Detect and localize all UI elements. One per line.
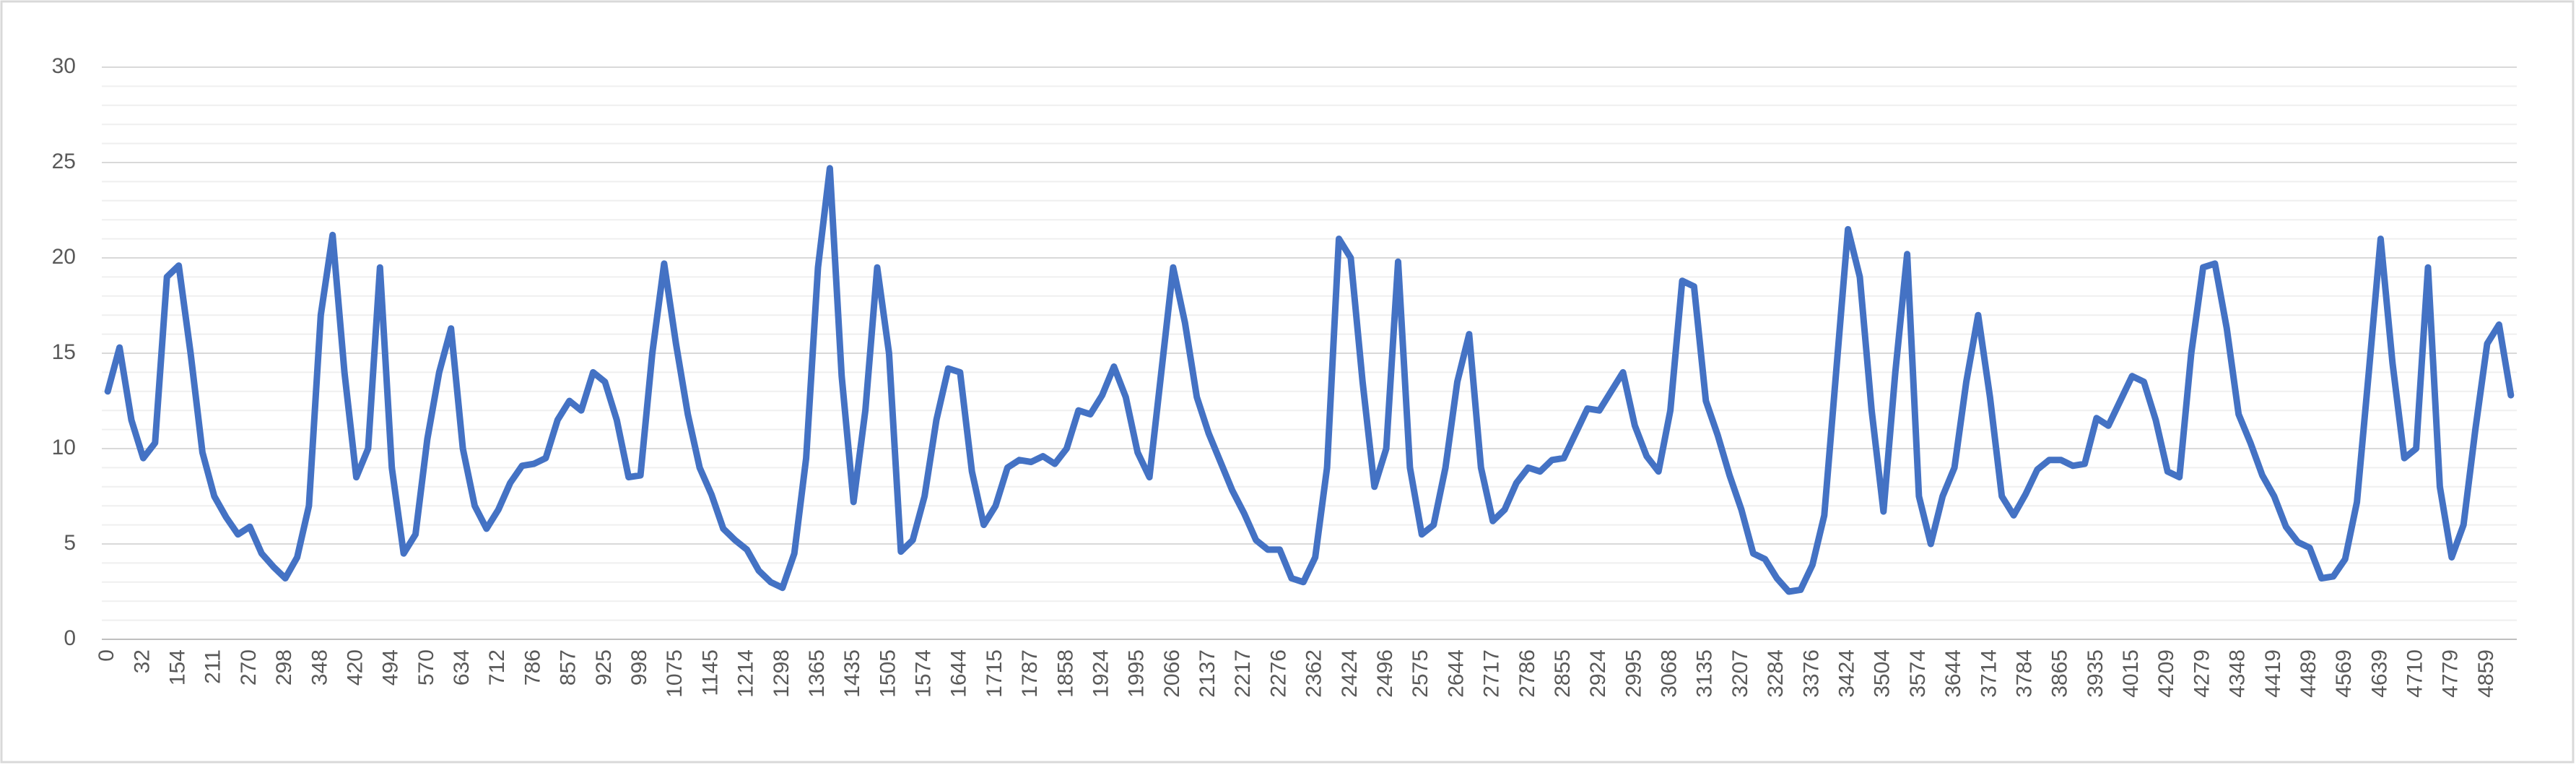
x-tick-label: 1644 [947,649,971,698]
data-line [104,165,2515,595]
x-tick-label: 570 [414,649,438,686]
x-tick-label: 1365 [805,649,829,698]
x-tick-label: 2496 [1373,649,1397,698]
x-tick-label: 2276 [1266,649,1290,698]
x-tick-label: 2217 [1231,649,1255,698]
x-tick-label: 494 [379,649,403,686]
x-tick-label: 1995 [1125,649,1149,698]
x-tick-label: 1298 [770,649,793,698]
x-tick-label: 348 [308,649,331,686]
x-tick-label: 4779 [2439,649,2463,698]
x-tick-label: 2137 [1196,649,1219,698]
x-tick-label: 1145 [698,649,722,696]
x-tick-label: 857 [557,649,580,686]
x-tick-label: 4348 [2226,649,2250,698]
x-tick-label: 3574 [1906,649,1930,698]
y-tick-label: 20 [52,245,76,269]
y-tick-label: 10 [52,436,76,459]
x-tick-label: 4569 [2332,649,2356,698]
x-tick-label: 2924 [1586,649,1610,698]
y-tick-label: 15 [52,340,76,364]
x-tick-label: 634 [450,649,474,686]
x-tick-label: 3504 [1871,649,1894,698]
x-tick-label: 786 [521,649,544,686]
x-tick-label: 1715 [983,649,1006,698]
x-tick-label: 998 [627,649,651,686]
x-tick-label: 1787 [1018,649,1042,698]
x-tick-label: 4209 [2154,649,2178,698]
x-tick-label: 1924 [1089,649,1113,698]
x-tick-label: 925 [592,649,616,686]
x-tick-label: 4419 [2261,649,2285,698]
x-tick-label: 712 [485,649,509,686]
x-tick-label: 2362 [1302,649,1326,698]
x-tick-label: 1505 [876,649,900,698]
x-tick-label: 4279 [2190,649,2214,698]
x-tick-label: 3207 [1728,649,1752,698]
x-tick-label: 3284 [1764,649,1788,698]
x-tick-label: 211 [201,649,225,684]
x-tick-label: 4015 [2119,649,2143,698]
x-tick-label: 2066 [1160,649,1184,698]
x-tick-label: 4639 [2367,649,2391,698]
x-tick-label: 2717 [1480,649,1504,698]
x-tick-label: 3424 [1835,649,1858,698]
x-tick-label: 2855 [1551,649,1575,698]
x-tick-label: 3784 [2012,649,2036,698]
x-tick-label: 1214 [734,649,758,698]
x-tick-label: 4859 [2474,649,2498,698]
x-tick-label: 3376 [1799,649,1823,698]
y-tick-label: 25 [52,150,76,173]
x-tick-label: 2786 [1515,649,1539,698]
x-tick-label: 420 [343,649,367,686]
x-tick-label: 3068 [1658,649,1681,698]
x-tick-label: 1435 [840,649,864,698]
x-tick-label: 0 [95,649,118,662]
x-tick-label: 1574 [912,649,936,698]
x-tick-label: 3135 [1693,649,1717,698]
y-tick-label: 0 [64,626,76,650]
x-tick-label: 1075 [663,649,687,698]
x-tick-label: 1858 [1053,649,1077,698]
x-tick-label: 3865 [2048,649,2072,698]
x-tick-label: 32 [130,649,154,673]
y-tick-label: 5 [64,531,76,555]
x-tick-label: 2424 [1338,649,1362,698]
x-tick-label: 3714 [1977,649,2001,698]
x-tick-label: 270 [237,649,261,686]
x-tick-label: 2575 [1409,649,1432,698]
x-tick-label: 4489 [2297,649,2320,698]
x-tick-label: 298 [272,649,296,686]
x-tick-label: 4710 [2403,649,2427,698]
x-tick-label: 3935 [2084,649,2107,698]
x-tick-label: 3644 [1941,649,1965,698]
x-tick-label: 2644 [1444,649,1468,698]
x-tick-label: 154 [166,649,190,686]
y-tick-label: 30 [52,54,76,78]
x-tick-label: 2995 [1622,649,1645,698]
